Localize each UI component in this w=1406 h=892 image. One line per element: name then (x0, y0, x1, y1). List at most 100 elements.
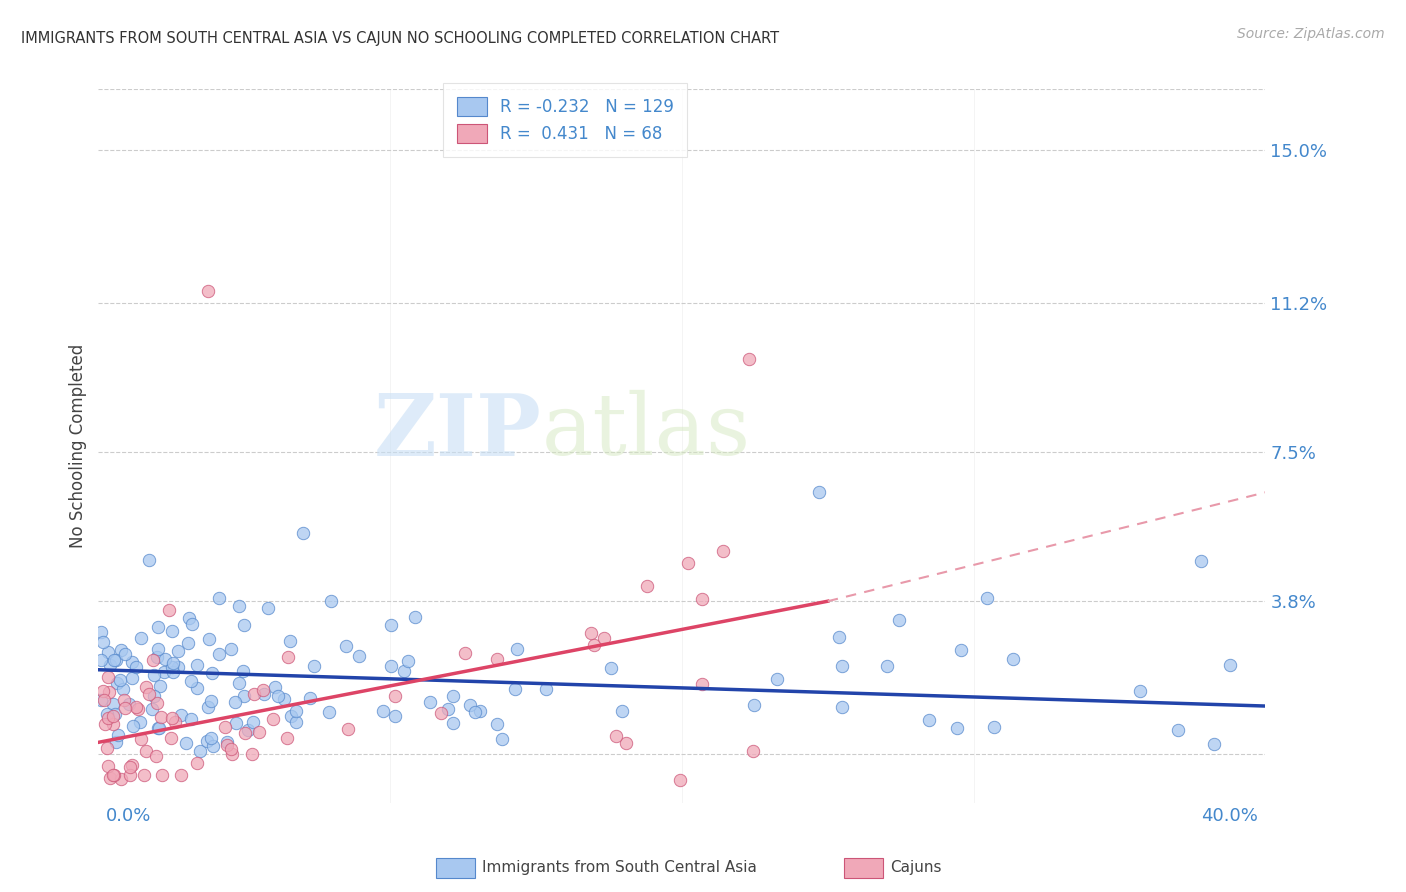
Point (669, 772, 692, 787)
Point (121, 758, 143, 772)
Point (458, 698, 481, 712)
Point (396, 654, 419, 668)
Point (247, 724, 270, 739)
Point (97, 685, 120, 699)
Point (138, 687, 160, 701)
Point (232, 690, 254, 704)
Point (148, 721, 170, 735)
Point (128, 714, 150, 729)
Point (98, 771, 121, 785)
Point (828, 630, 851, 644)
Point (486, 652, 509, 666)
Point (1219, 657, 1241, 672)
Point (141, 702, 163, 716)
Point (273, 692, 295, 706)
Point (170, 767, 193, 781)
Point (257, 601, 280, 615)
Point (228, 676, 250, 690)
Point (146, 620, 169, 634)
Point (181, 616, 204, 631)
Point (889, 613, 911, 627)
Point (103, 653, 125, 667)
Point (91, 635, 114, 649)
Point (976, 591, 998, 605)
Point (711, 544, 734, 558)
Point (110, 643, 132, 657)
Point (236, 723, 259, 737)
Point (253, 687, 276, 701)
Point (125, 660, 148, 674)
Point (103, 767, 125, 781)
Point (831, 659, 853, 673)
Point (371, 704, 394, 718)
Point (610, 704, 633, 718)
Point (129, 631, 152, 645)
Text: 40.0%: 40.0% (1202, 807, 1258, 825)
Point (284, 704, 307, 718)
Point (97, 710, 120, 724)
Point (198, 632, 221, 647)
Point (186, 681, 208, 695)
Point (91, 684, 114, 698)
Point (160, 659, 183, 673)
Point (1204, 737, 1226, 751)
Point (163, 714, 186, 729)
Point (224, 695, 246, 709)
Point (142, 668, 165, 682)
Point (304, 658, 326, 673)
Point (318, 705, 340, 719)
Point (579, 626, 602, 640)
Point (176, 736, 198, 750)
Point (228, 599, 250, 614)
Point (121, 671, 143, 685)
Text: 0.0%: 0.0% (105, 807, 150, 825)
Point (280, 634, 302, 648)
Point (614, 735, 637, 749)
Point (208, 591, 231, 605)
Point (160, 624, 183, 638)
Point (201, 665, 224, 680)
Point (676, 557, 699, 571)
Point (166, 660, 188, 674)
Point (831, 699, 853, 714)
Point (262, 712, 284, 726)
Point (110, 772, 132, 786)
Point (149, 679, 172, 693)
Point (225, 716, 247, 731)
Point (94, 717, 117, 731)
Point (1001, 652, 1024, 666)
Point (285, 715, 308, 730)
Point (593, 631, 616, 645)
Point (1167, 723, 1189, 738)
Point (505, 682, 527, 697)
Point (107, 728, 129, 742)
Point (232, 618, 254, 632)
Point (179, 611, 201, 625)
Text: Immigrants from South Central Asia: Immigrants from South Central Asia (482, 860, 758, 874)
Point (506, 641, 529, 656)
Point (157, 603, 180, 617)
Point (201, 739, 224, 754)
Point (240, 747, 263, 761)
Point (134, 767, 156, 781)
Point (97, 670, 120, 684)
Point (98, 657, 121, 672)
Point (101, 767, 124, 781)
Text: ZIP: ZIP (374, 390, 541, 474)
Text: atlas: atlas (541, 390, 751, 474)
Point (347, 648, 370, 663)
Point (146, 650, 169, 665)
Point (105, 676, 128, 690)
Point (121, 655, 143, 669)
Point (160, 711, 183, 725)
Point (97, 645, 120, 659)
Point (195, 733, 218, 747)
Point (104, 707, 127, 722)
Point (135, 744, 157, 758)
Point (112, 693, 135, 707)
Point (138, 552, 160, 566)
Point (430, 706, 453, 721)
Point (464, 705, 486, 719)
Point (384, 689, 406, 703)
Text: Cajuns: Cajuns (890, 860, 942, 874)
